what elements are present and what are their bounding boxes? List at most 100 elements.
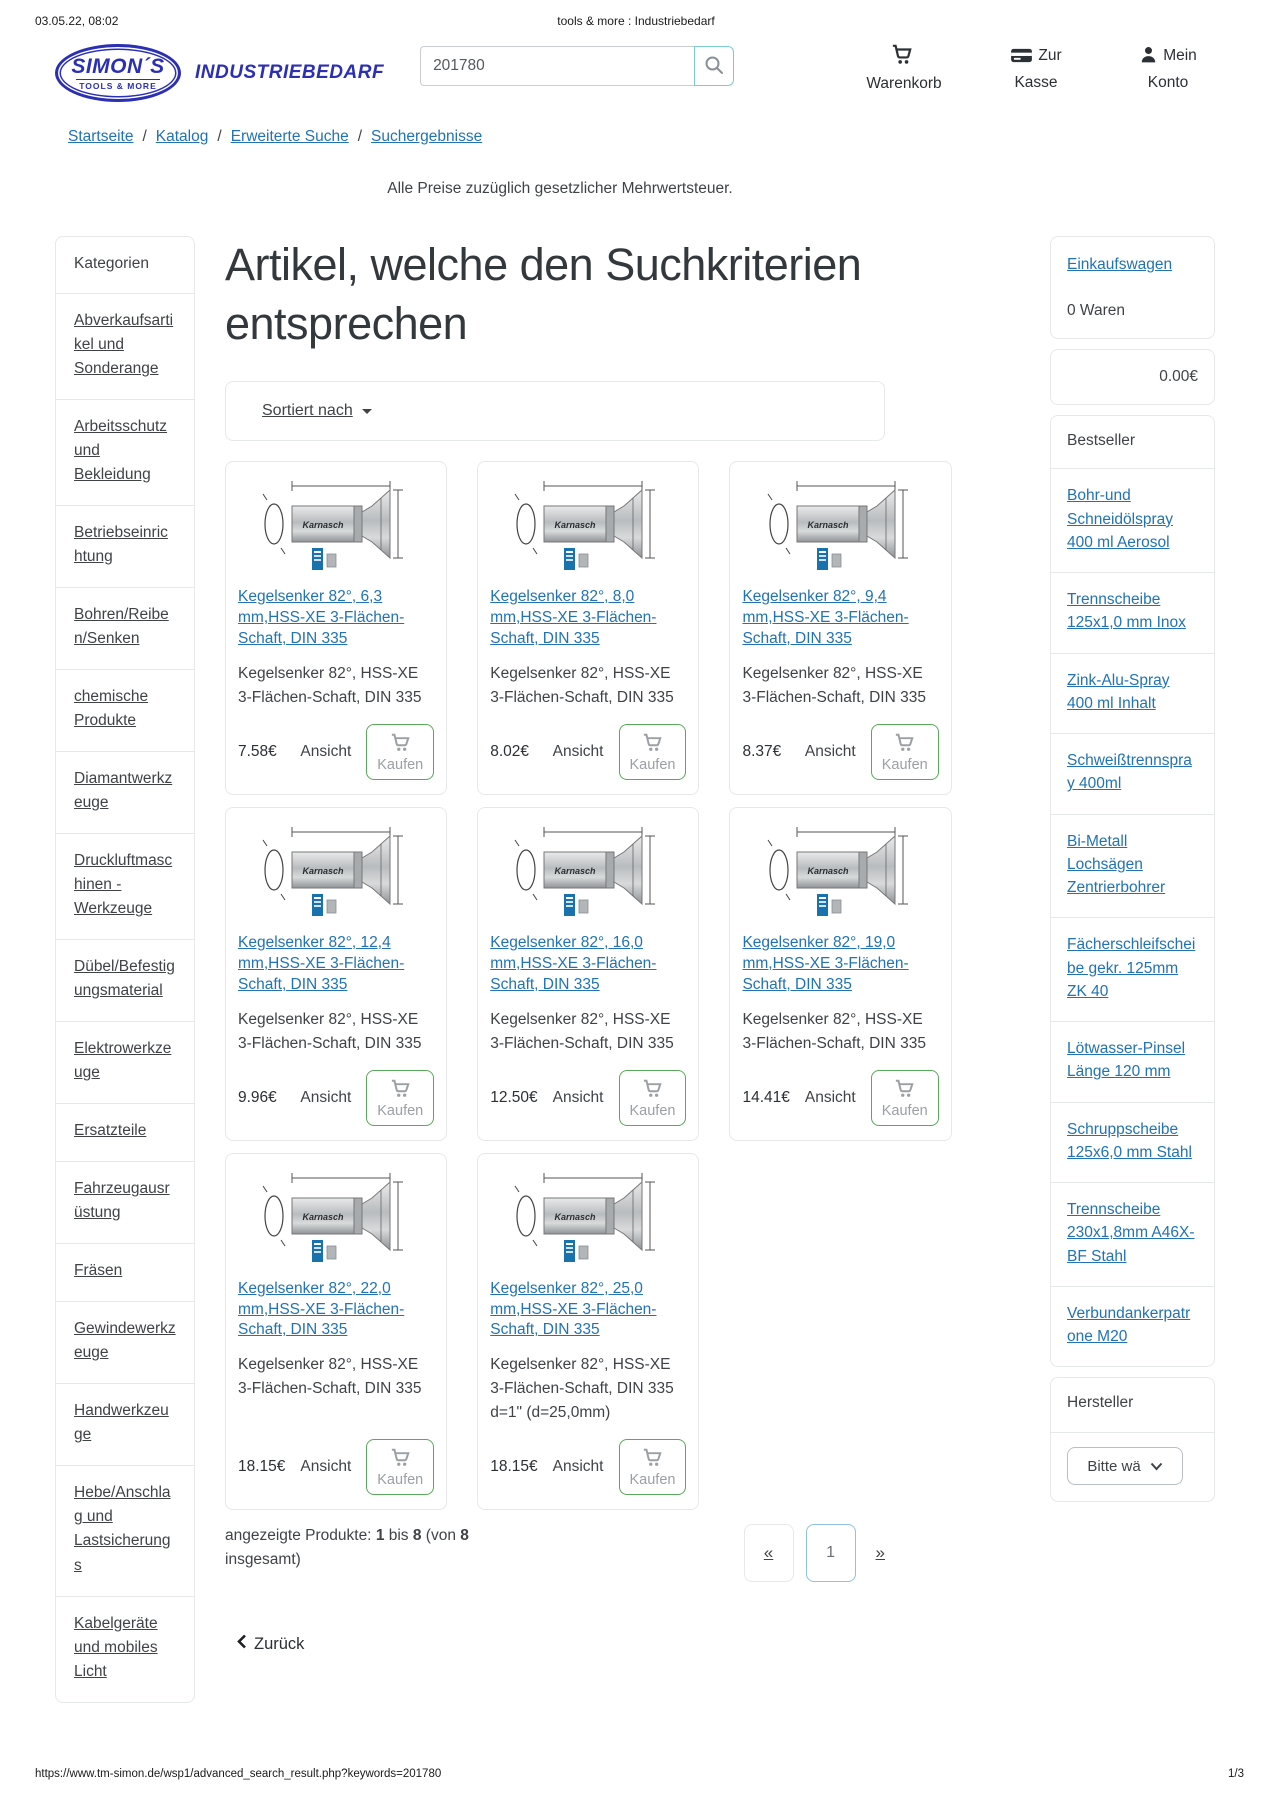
category-link[interactable]: Betriebseinrichtung	[56, 505, 194, 587]
nav-account-link[interactable]: Mein Konto	[1126, 44, 1210, 96]
breadcrumb-separator: /	[217, 128, 222, 145]
product-title-link[interactable]: Kegelsenker 82°, 22,0 mm,HSS-XE 3-Fläche…	[238, 1279, 405, 1339]
pagination-first-button[interactable]: «	[743, 1524, 794, 1583]
category-link[interactable]: Diamantwerkzeuge	[56, 751, 194, 833]
view-button[interactable]: Ansicht	[804, 1088, 856, 1106]
bestseller-link[interactable]: Schweißtrennspray 400ml	[1051, 733, 1214, 814]
page-title: Artikel, welche den Suchkriterien entspr…	[225, 239, 862, 349]
category-link[interactable]: chemische Produkte	[56, 669, 194, 751]
tax-notice: Alle Preise zuzüglich gesetzlicher Mehrw…	[387, 180, 733, 197]
buy-button[interactable]: Kaufen	[870, 1069, 939, 1126]
buy-button[interactable]: Kaufen	[618, 723, 687, 780]
product-price: 14.41€	[742, 1088, 790, 1106]
bestseller-link[interactable]: Lötwasser-Pinsel Länge 120 mm	[1051, 1021, 1214, 1102]
product-title-link[interactable]: Kegelsenker 82°, 8,0 mm,HSS-XE 3-Flächen…	[490, 588, 657, 647]
product-title-link[interactable]: Kegelsenker 82°, 25,0 mm,HSS-XE 3-Fläche…	[490, 1279, 657, 1339]
view-button[interactable]: Ansicht	[552, 1458, 604, 1476]
svg-text:Karnasch: Karnasch	[303, 866, 345, 876]
category-link[interactable]: Elektrowerkzeuge	[56, 1021, 194, 1103]
product-title-link[interactable]: Kegelsenker 82°, 16,0 mm,HSS-XE 3-Fläche…	[490, 933, 657, 993]
chevron-down-icon	[1150, 1458, 1163, 1475]
svg-text:Karnasch: Karnasch	[807, 866, 849, 876]
category-link[interactable]: Handwerkzeuge	[56, 1383, 194, 1465]
product-image[interactable]: Karnasch	[260, 1170, 412, 1269]
product-image[interactable]: Karnasch	[512, 478, 664, 577]
pagination-last-button[interactable]: »	[875, 1543, 885, 1563]
buy-button[interactable]: Kaufen	[618, 1439, 687, 1496]
product-title-link[interactable]: Kegelsenker 82°, 12,4 mm,HSS-XE 3-Fläche…	[238, 933, 405, 993]
view-button[interactable]: Ansicht	[552, 742, 604, 760]
header-nav: Warenkorb Zur Kasse Mein Konto	[862, 44, 1232, 96]
product-image[interactable]: Karnasch	[765, 478, 917, 577]
svg-text:Karnasch: Karnasch	[303, 1212, 345, 1222]
category-link[interactable]: Gewindewerkzeuge	[56, 1301, 194, 1383]
breadcrumb-link[interactable]: Katalog	[155, 128, 209, 145]
product-image[interactable]: Karnasch	[512, 824, 664, 923]
breadcrumb-link[interactable]: Suchergebnisse	[371, 128, 483, 145]
breadcrumb-link[interactable]: Erweiterte Suche	[230, 128, 349, 145]
manufacturer-select[interactable]: Bitte wä	[1067, 1447, 1183, 1486]
search-icon	[703, 54, 725, 79]
buy-button[interactable]: Kaufen	[366, 1069, 435, 1126]
bestseller-link[interactable]: Zink-Alu-Spray 400 ml Inhalt	[1051, 652, 1214, 734]
product-image[interactable]: Karnasch	[260, 824, 412, 923]
product-title-link[interactable]: Kegelsenker 82°, 9,4 mm,HSS-XE 3-Flächen…	[742, 588, 909, 647]
credit-card-icon	[1010, 47, 1033, 71]
view-button[interactable]: Ansicht	[300, 742, 352, 760]
category-link[interactable]: Bohren/Reiben/Senken	[56, 587, 194, 669]
cart-total-box: 0.00€	[1050, 349, 1215, 406]
nav-cart-link[interactable]: Warenkorb	[862, 44, 946, 96]
category-link[interactable]: Druckluftmaschinen - Werkzeuge	[56, 833, 194, 939]
logo-tagline: TOOLS & MORE	[76, 78, 160, 91]
product-title-link[interactable]: Kegelsenker 82°, 19,0 mm,HSS-XE 3-Fläche…	[742, 933, 909, 993]
breadcrumb-link[interactable]: Startseite	[68, 128, 134, 145]
category-link[interactable]: Kabelgeräte und mobiles Licht	[56, 1595, 194, 1702]
category-link[interactable]: Arbeitsschutz und Bekleidung	[56, 399, 194, 505]
back-label: Zurück	[254, 1634, 305, 1653]
buy-button[interactable]: Kaufen	[366, 723, 435, 780]
category-link[interactable]: Dübel/Befestigungsmaterial	[56, 939, 194, 1021]
bestseller-link[interactable]: Bi-Metall Lochsägen Zentrierbohrer	[1051, 813, 1214, 918]
category-link[interactable]: Ersatzteile	[56, 1103, 194, 1161]
bestseller-link[interactable]: Fächerschleifscheibe gekr. 125mm ZK 40	[1051, 917, 1214, 1021]
results-info: angezeigte Produkte: 1 bis 8 (von 8 insg…	[225, 1527, 469, 1569]
bestseller-link[interactable]: Trennscheibe 230x1,8mm A46X-BF Stahl	[1051, 1182, 1214, 1286]
nav-checkout-link[interactable]: Zur Kasse	[994, 44, 1078, 96]
category-link[interactable]: Fahrzeugausrüstung	[56, 1161, 194, 1243]
buy-button[interactable]: Kaufen	[618, 1069, 687, 1126]
product-title-link[interactable]: Kegelsenker 82°, 6,3 mm,HSS-XE 3-Flächen…	[238, 588, 405, 647]
buy-label: Kaufen	[629, 1102, 676, 1119]
categories-title: Kategorien	[74, 255, 149, 272]
cart-summary-link[interactable]: Einkaufswagen	[1067, 256, 1173, 273]
product-card: Karnasch Kegelsenker 82°, 12,4 mm,HSS-XE…	[225, 806, 448, 1141]
bestseller-link[interactable]: Verbundankerpatrone M20	[1051, 1285, 1214, 1367]
logo[interactable]: SIMON´S TOOLS & MORE INDUSTRIEBEDARF	[55, 44, 384, 102]
bestseller-link[interactable]: Schruppscheibe 125x6,0 mm Stahl	[1051, 1101, 1214, 1183]
search-button[interactable]	[694, 46, 735, 86]
product-image[interactable]: Karnasch	[260, 478, 412, 577]
countersink-drawing: Karnasch	[262, 826, 404, 916]
view-button[interactable]: Ansicht	[552, 1088, 604, 1106]
category-link[interactable]: Fräsen	[56, 1243, 194, 1301]
product-grid: Karnasch Kegelsenker 82°, 6,3 mm,HSS-XE …	[225, 461, 952, 1511]
svg-text:Karnasch: Karnasch	[807, 520, 849, 530]
sort-dropdown[interactable]: Sortiert nach	[262, 402, 353, 419]
product-image[interactable]: Karnasch	[512, 1170, 664, 1269]
bestseller-link[interactable]: Bohr-und Schneidölspray 400 ml Aerosol	[1051, 468, 1214, 572]
bestseller-link[interactable]: Trennscheibe 125x1,0 mm Inox	[1051, 572, 1214, 653]
svg-text:Karnasch: Karnasch	[555, 866, 597, 876]
view-button[interactable]: Ansicht	[804, 742, 856, 760]
category-link[interactable]: Abverkaufsartikel und Sonderange	[56, 293, 194, 399]
category-link[interactable]: Hebe/Anschlag und Lastsicherungs	[56, 1465, 194, 1595]
svg-text:Karnasch: Karnasch	[555, 520, 597, 530]
product-image[interactable]: Karnasch	[765, 824, 917, 923]
back-link[interactable]: Zurück	[237, 1634, 304, 1654]
product-price: 7.58€	[238, 742, 277, 760]
logo-oval: SIMON´S TOOLS & MORE	[55, 44, 181, 102]
print-datetime: 03.05.22, 08:02	[35, 14, 119, 28]
view-button[interactable]: Ansicht	[300, 1088, 352, 1106]
buy-button[interactable]: Kaufen	[870, 723, 939, 780]
buy-button[interactable]: Kaufen	[366, 1439, 435, 1496]
view-button[interactable]: Ansicht	[300, 1458, 352, 1476]
search-input[interactable]	[420, 46, 695, 86]
